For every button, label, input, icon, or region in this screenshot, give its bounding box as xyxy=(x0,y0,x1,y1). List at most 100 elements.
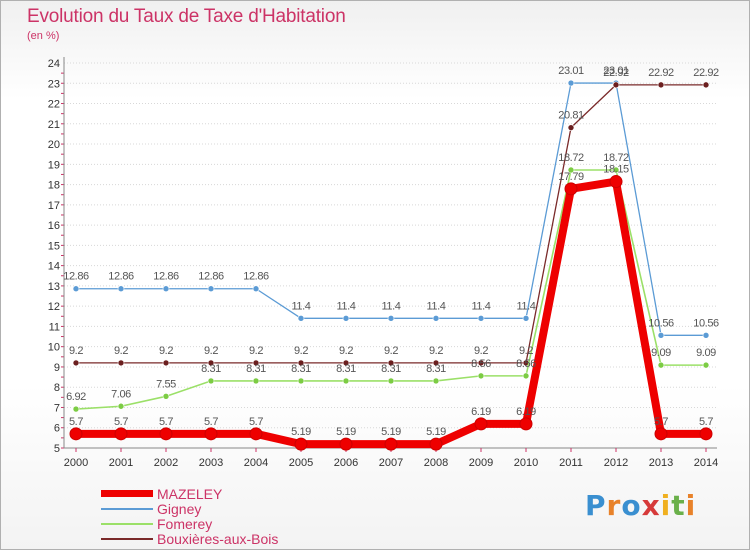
data-point xyxy=(657,81,665,89)
legend-swatch xyxy=(101,507,153,510)
data-label-gigney: 23.01 xyxy=(603,65,629,77)
data-point xyxy=(204,427,218,441)
x-tick-label: 2010 xyxy=(514,457,538,469)
logo-letter: o xyxy=(621,489,642,522)
data-point xyxy=(252,359,260,367)
data-point xyxy=(294,437,308,451)
data-point xyxy=(564,182,578,196)
x-tick-label: 2013 xyxy=(649,457,673,469)
y-tick-label: 16 xyxy=(48,220,60,232)
series-mazeley xyxy=(69,175,713,451)
data-point xyxy=(522,372,530,380)
data-point xyxy=(342,377,350,385)
data-label-bouxi-res-aux-bois: 20.81 xyxy=(558,110,584,122)
data-point xyxy=(432,359,440,367)
data-label-bouxi-res-aux-bois: 9.2 xyxy=(339,345,353,357)
data-label-bouxi-res-aux-bois: 9.2 xyxy=(474,345,488,357)
y-tick-label: 19 xyxy=(48,159,60,171)
data-label-gigney: 10.56 xyxy=(693,317,719,329)
data-label-fomerey: 18.72 xyxy=(603,152,629,164)
data-label-mazeley: 5.7 xyxy=(699,416,713,428)
data-label-bouxi-res-aux-bois: 22.92 xyxy=(648,67,674,79)
data-label-mazeley: 6.19 xyxy=(471,406,491,418)
x-tick-label: 2005 xyxy=(289,457,313,469)
legend: MAZELEY Gigney Fomerey Bouxières-aux-Bois xyxy=(101,486,279,547)
x-tick-label: 2009 xyxy=(469,457,493,469)
data-point xyxy=(702,81,710,89)
legend-label: Bouxières-aux-Bois xyxy=(157,530,279,547)
data-label-bouxi-res-aux-bois: 9.2 xyxy=(159,345,173,357)
data-label-fomerey: 7.55 xyxy=(156,378,176,390)
data-label-mazeley: 6.19 xyxy=(516,406,536,418)
logo-letter: x xyxy=(641,489,661,522)
y-tick-label: 7 xyxy=(54,402,60,414)
data-point xyxy=(249,427,263,441)
data-point xyxy=(567,79,575,87)
data-label-bouxi-res-aux-bois: 9.2 xyxy=(114,345,128,357)
data-point xyxy=(159,427,173,441)
data-point xyxy=(162,359,170,367)
data-label-bouxi-res-aux-bois: 9.2 xyxy=(294,345,308,357)
y-tick-label: 23 xyxy=(48,78,60,90)
data-point xyxy=(432,377,440,385)
data-label-mazeley: 5.7 xyxy=(204,416,218,428)
data-point xyxy=(519,417,533,431)
series-line-mazeley xyxy=(72,177,710,449)
logo-letter: i xyxy=(660,489,672,522)
data-point xyxy=(252,285,260,293)
data-label-fomerey: 8.31 xyxy=(291,363,311,375)
data-label-fomerey: 8.31 xyxy=(336,363,356,375)
data-label-fomerey: 8.56 xyxy=(516,358,536,370)
data-point xyxy=(657,361,665,369)
data-label-bouxi-res-aux-bois: 9.2 xyxy=(69,345,83,357)
data-label-mazeley: 5.19 xyxy=(291,426,311,438)
data-label-mazeley: 5.7 xyxy=(69,416,83,428)
data-label-mazeley: 5.19 xyxy=(381,426,401,438)
data-label-fomerey: 8.31 xyxy=(201,363,221,375)
data-label-mazeley: 5.7 xyxy=(249,416,263,428)
data-label-fomerey: 18.72 xyxy=(558,152,584,164)
data-point xyxy=(522,315,530,322)
data-point xyxy=(387,359,395,367)
data-label-mazeley: 5.19 xyxy=(426,426,446,438)
y-tick-label: 15 xyxy=(48,240,60,252)
data-point xyxy=(342,315,350,322)
data-label-gigney: 12.86 xyxy=(243,271,269,283)
proxiti-logo: Proxiti xyxy=(585,489,696,522)
y-tick-label: 10 xyxy=(48,342,60,354)
data-point xyxy=(207,377,215,385)
data-point xyxy=(654,427,668,441)
x-tick-label: 2000 xyxy=(64,457,88,469)
data-point xyxy=(252,377,260,385)
data-label-bouxi-res-aux-bois: 9.2 xyxy=(384,345,398,357)
y-tick-label: 21 xyxy=(48,119,60,131)
data-label-bouxi-res-aux-bois: 9.2 xyxy=(519,345,533,357)
data-point xyxy=(702,332,710,339)
data-point xyxy=(699,427,713,441)
y-tick-label: 14 xyxy=(48,261,60,273)
legend-label: Fomerey xyxy=(157,515,213,532)
x-tick-label: 2003 xyxy=(199,457,223,469)
data-point xyxy=(117,359,125,367)
data-point xyxy=(207,285,215,293)
data-point xyxy=(297,377,305,385)
data-label-bouxi-res-aux-bois: 9.2 xyxy=(204,345,218,357)
data-label-gigney: 11.4 xyxy=(472,300,491,312)
x-tick-label: 2007 xyxy=(379,457,403,469)
data-point xyxy=(162,393,170,400)
data-label-fomerey: 7.06 xyxy=(111,388,131,400)
x-tick-label: 2012 xyxy=(604,457,628,469)
data-label-bouxi-res-aux-bois: 9.2 xyxy=(249,345,263,357)
y-tick-label: 9 xyxy=(54,362,60,374)
data-point xyxy=(477,315,485,322)
legend-item: MAZELEY xyxy=(101,486,278,502)
x-tick-label: 2002 xyxy=(154,457,178,469)
y-tick-label: 8 xyxy=(54,382,60,394)
data-point xyxy=(429,437,443,451)
data-label-mazeley: 5.7 xyxy=(114,416,128,428)
data-point xyxy=(474,417,488,431)
data-label-fomerey: 9.09 xyxy=(696,347,716,359)
grid-lines xyxy=(64,62,717,429)
